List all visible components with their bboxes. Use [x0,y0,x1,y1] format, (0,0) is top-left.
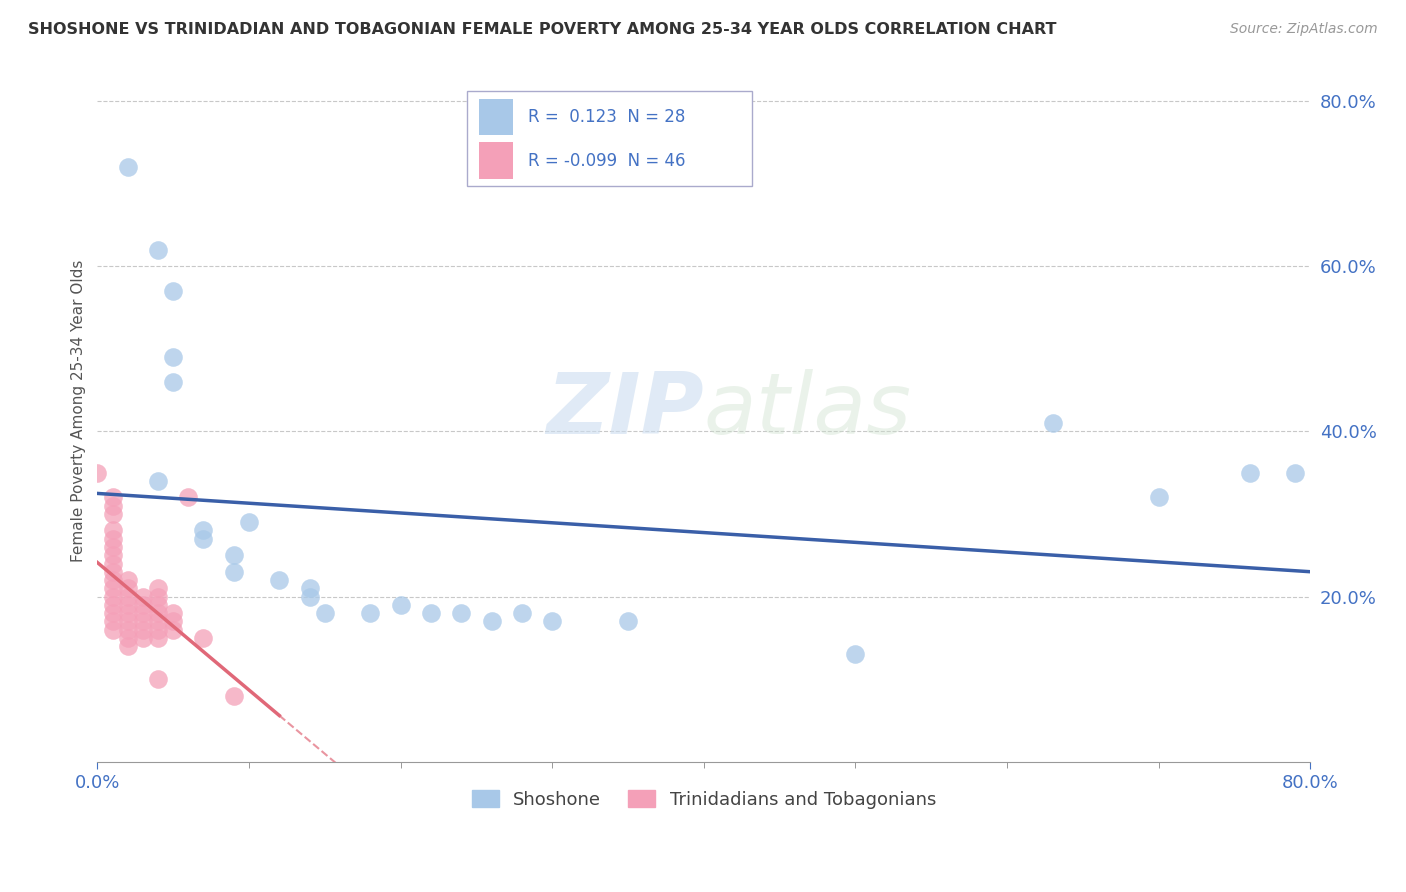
Point [162,606,184,620]
Point [510,606,533,620]
Point [162,375,184,389]
Point [146,623,169,637]
Text: atlas: atlas [704,369,912,452]
Point [222,689,245,703]
Point [146,631,169,645]
Point [101,532,124,546]
Point [162,623,184,637]
Point [177,491,200,505]
Point [132,615,155,629]
Point [222,548,245,562]
Point [132,623,155,637]
Point [101,573,124,587]
Point [117,631,139,645]
Point [269,573,291,587]
Point [101,582,124,596]
Point [450,606,472,620]
Point [162,350,184,364]
Point [117,160,139,174]
Point [86,466,108,480]
Text: Source: ZipAtlas.com: Source: ZipAtlas.com [1230,22,1378,37]
Point [1147,491,1170,505]
Point [1239,466,1261,480]
Point [117,639,139,653]
Point [193,631,215,645]
Point [117,598,139,612]
Point [132,590,155,604]
Point [101,590,124,604]
Point [222,565,245,579]
Point [146,615,169,629]
Y-axis label: Female Poverty Among 25-34 Year Olds: Female Poverty Among 25-34 Year Olds [72,260,86,562]
Point [389,598,412,612]
Point [238,515,260,529]
Point [419,606,441,620]
Point [146,243,169,257]
Point [117,623,139,637]
Text: R = -0.099  N = 46: R = -0.099 N = 46 [529,152,686,169]
Point [162,615,184,629]
Point [193,532,215,546]
Point [101,491,124,505]
Point [101,524,124,538]
Point [844,648,866,662]
Text: R =  0.123  N = 28: R = 0.123 N = 28 [529,108,685,126]
Point [101,606,124,620]
Point [132,606,155,620]
Point [1042,416,1064,430]
Point [193,524,215,538]
Point [541,615,564,629]
Point [117,590,139,604]
Text: SHOSHONE VS TRINIDADIAN AND TOBAGONIAN FEMALE POVERTY AMONG 25-34 YEAR OLDS CORR: SHOSHONE VS TRINIDADIAN AND TOBAGONIAN F… [28,22,1057,37]
Point [1284,466,1306,480]
Point [101,540,124,554]
Text: ZIP: ZIP [546,369,704,452]
Point [117,573,139,587]
Point [481,615,503,629]
Point [298,590,321,604]
Point [146,474,169,488]
Point [101,598,124,612]
Point [146,582,169,596]
Point [101,615,124,629]
Point [101,565,124,579]
Point [101,507,124,521]
Point [117,606,139,620]
Point [617,615,640,629]
Point [101,499,124,513]
Legend: Shoshone, Trinidadians and Tobagonians: Shoshone, Trinidadians and Tobagonians [464,782,943,816]
FancyBboxPatch shape [479,143,513,179]
FancyBboxPatch shape [467,91,752,186]
FancyBboxPatch shape [479,99,513,136]
Point [146,672,169,686]
Point [146,606,169,620]
Point [101,623,124,637]
Point [117,582,139,596]
Point [101,557,124,571]
Point [359,606,381,620]
Point [117,615,139,629]
Point [146,590,169,604]
Point [101,548,124,562]
Point [298,582,321,596]
Point [132,598,155,612]
Point [132,631,155,645]
Point [162,284,184,298]
Point [314,606,336,620]
Point [146,598,169,612]
